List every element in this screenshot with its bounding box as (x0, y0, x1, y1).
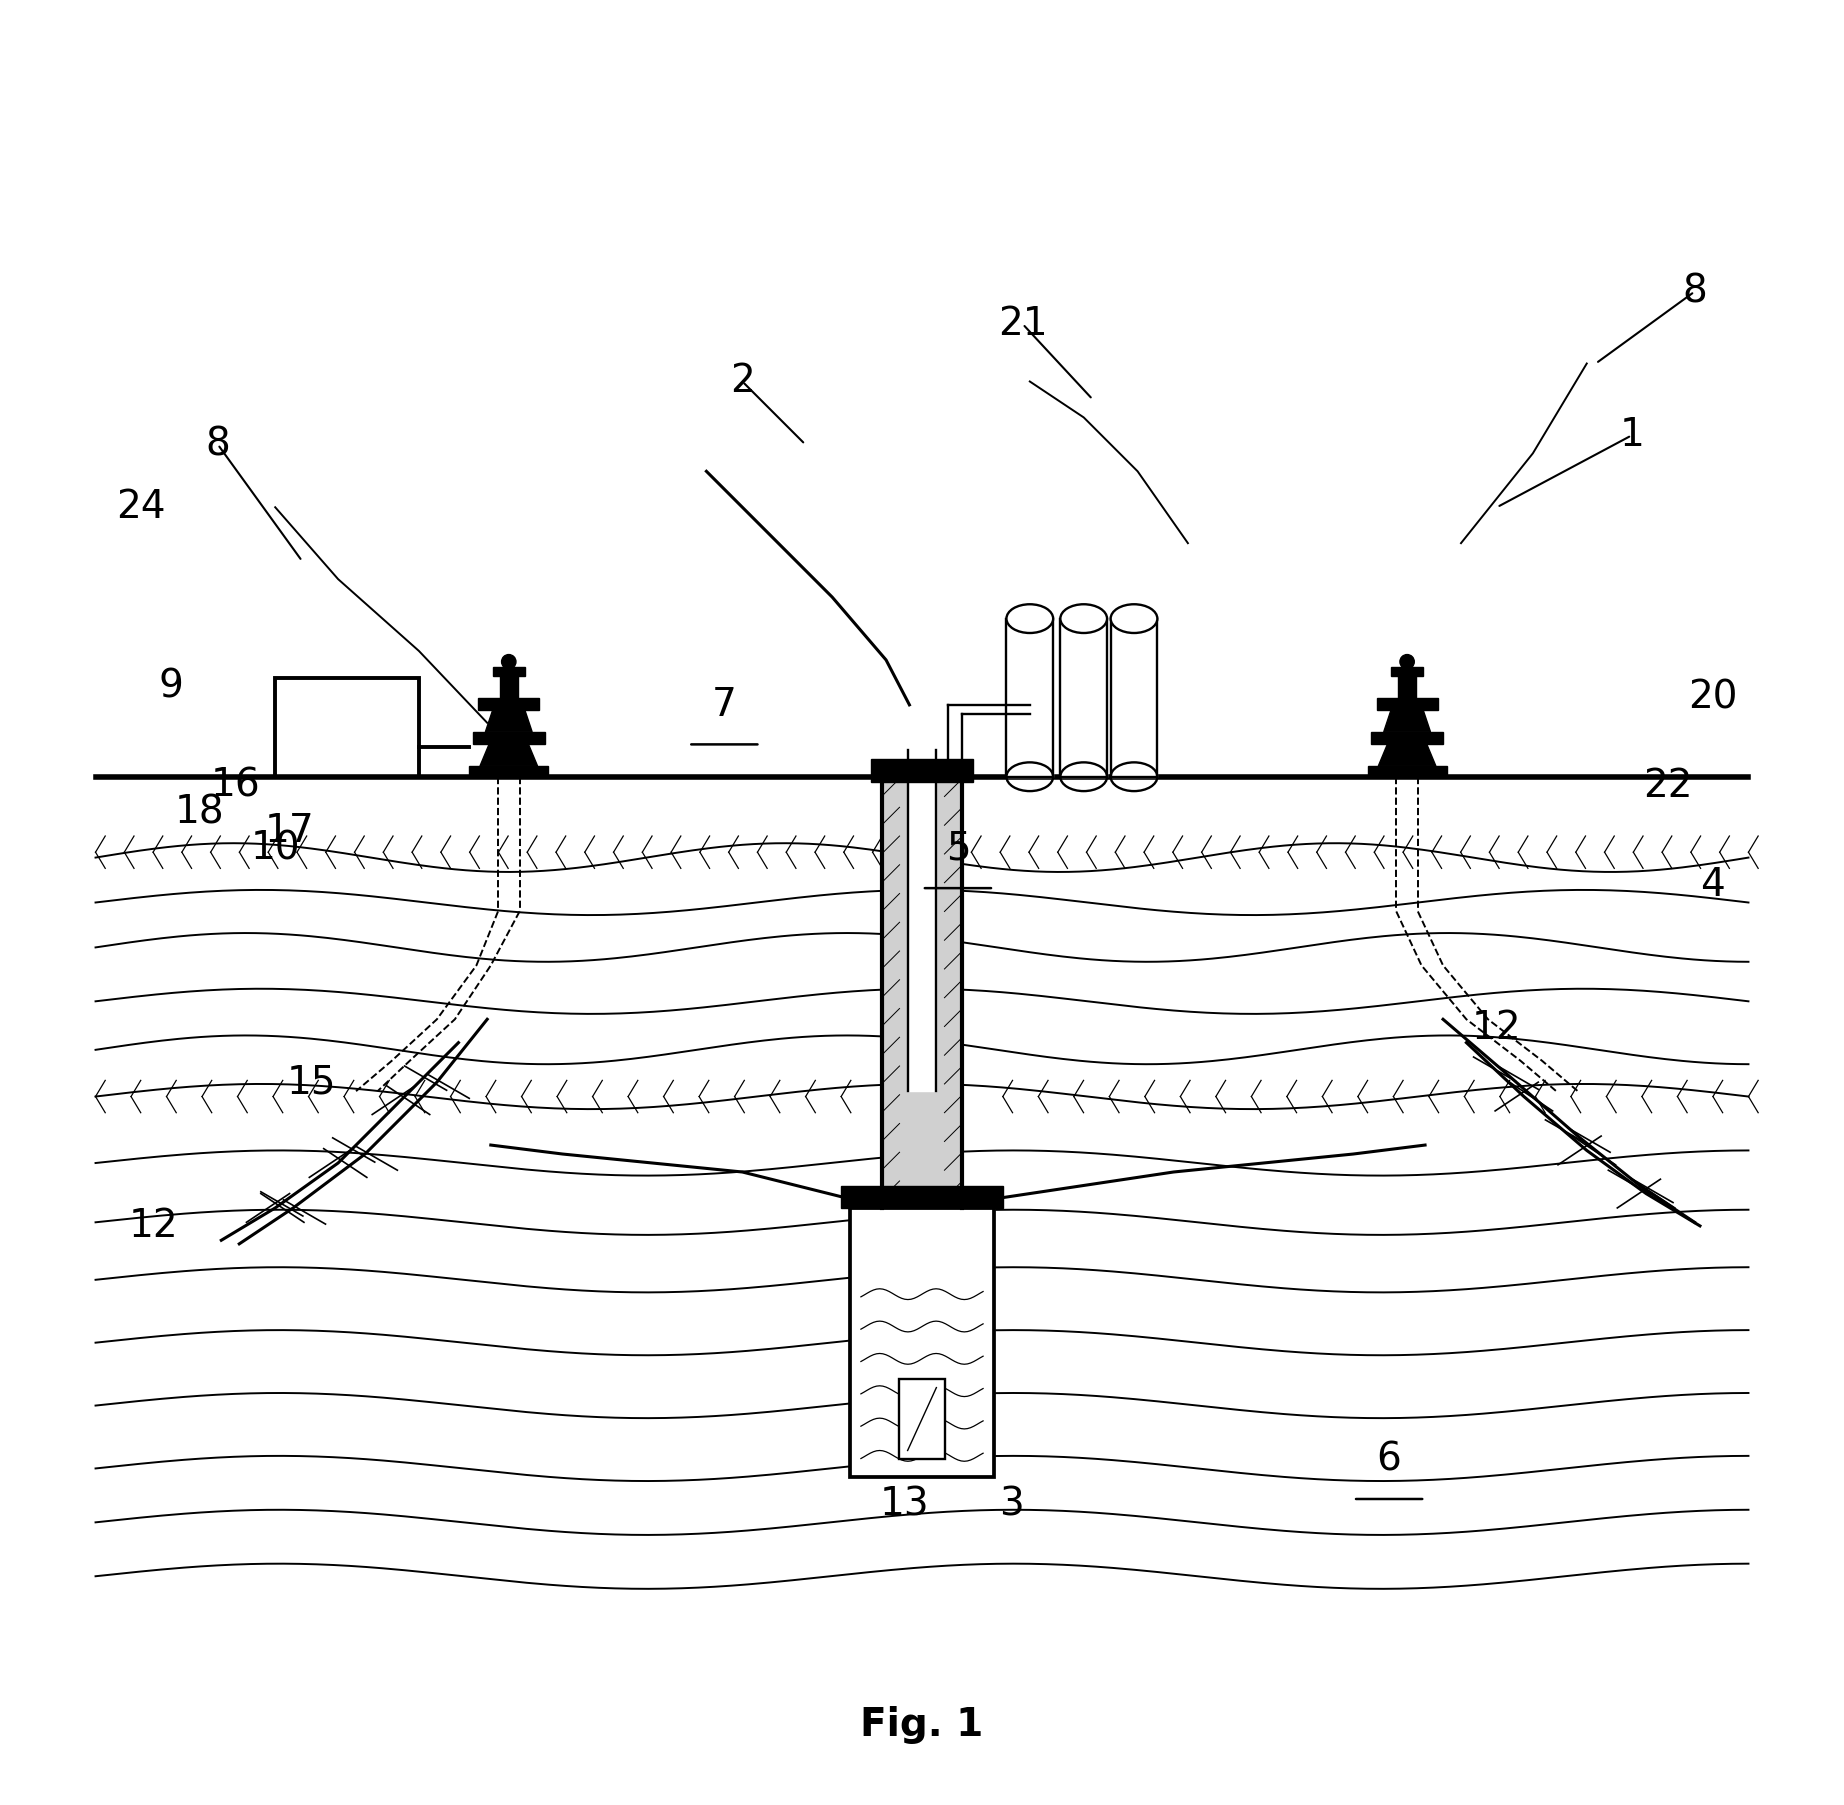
Ellipse shape (1110, 605, 1158, 634)
Text: 22: 22 (1643, 767, 1693, 805)
Circle shape (1400, 655, 1414, 670)
Bar (275, 679, 419, 776)
Text: 8: 8 (1682, 273, 1708, 310)
Bar (898, 1379, 946, 1460)
Polygon shape (1110, 619, 1158, 776)
Polygon shape (870, 758, 974, 782)
Text: 15: 15 (286, 1063, 336, 1101)
Text: 18: 18 (175, 794, 225, 832)
Circle shape (502, 655, 516, 670)
Polygon shape (468, 765, 548, 776)
Polygon shape (1377, 699, 1438, 709)
Polygon shape (1368, 765, 1448, 776)
Polygon shape (492, 668, 526, 677)
Polygon shape (1398, 677, 1416, 699)
Text: 12: 12 (1472, 1009, 1521, 1047)
Text: 12: 12 (129, 1208, 177, 1245)
Bar (1110, 619, 1158, 776)
Ellipse shape (1007, 605, 1053, 634)
Text: 9: 9 (159, 668, 183, 706)
Polygon shape (850, 1208, 994, 1478)
Text: Fig. 1: Fig. 1 (861, 1706, 983, 1744)
Text: 4: 4 (1700, 866, 1724, 904)
Polygon shape (1060, 619, 1106, 776)
Text: 10: 10 (251, 830, 301, 868)
Polygon shape (479, 744, 537, 765)
Text: 20: 20 (1687, 679, 1737, 717)
Polygon shape (500, 677, 518, 699)
Text: 13: 13 (880, 1486, 929, 1523)
Polygon shape (881, 776, 963, 1208)
Ellipse shape (1060, 605, 1106, 634)
Bar (1060, 619, 1106, 776)
Text: 1: 1 (1619, 417, 1645, 455)
Polygon shape (1383, 709, 1431, 731)
Polygon shape (1372, 731, 1444, 744)
Text: 16: 16 (210, 767, 260, 805)
Polygon shape (485, 709, 533, 731)
Text: 2: 2 (730, 363, 754, 401)
Bar (850, 1208, 994, 1478)
Polygon shape (841, 1186, 1003, 1208)
Text: 17: 17 (266, 812, 315, 850)
Polygon shape (1377, 744, 1436, 765)
Text: 7: 7 (712, 686, 738, 724)
Text: 5: 5 (946, 830, 970, 868)
Text: 24: 24 (116, 487, 166, 527)
Text: 8: 8 (205, 426, 230, 464)
Polygon shape (907, 749, 937, 1092)
Polygon shape (472, 731, 544, 744)
Polygon shape (1390, 668, 1424, 677)
Bar (1007, 619, 1053, 776)
Polygon shape (1007, 619, 1053, 776)
Text: 3: 3 (999, 1486, 1023, 1523)
Text: 21: 21 (998, 305, 1047, 343)
Text: 6: 6 (1377, 1440, 1401, 1478)
Polygon shape (478, 699, 538, 709)
